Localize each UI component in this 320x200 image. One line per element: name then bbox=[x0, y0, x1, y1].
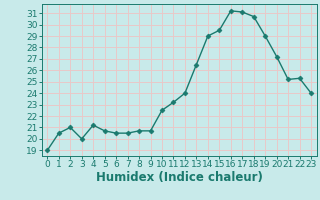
X-axis label: Humidex (Indice chaleur): Humidex (Indice chaleur) bbox=[96, 171, 263, 184]
